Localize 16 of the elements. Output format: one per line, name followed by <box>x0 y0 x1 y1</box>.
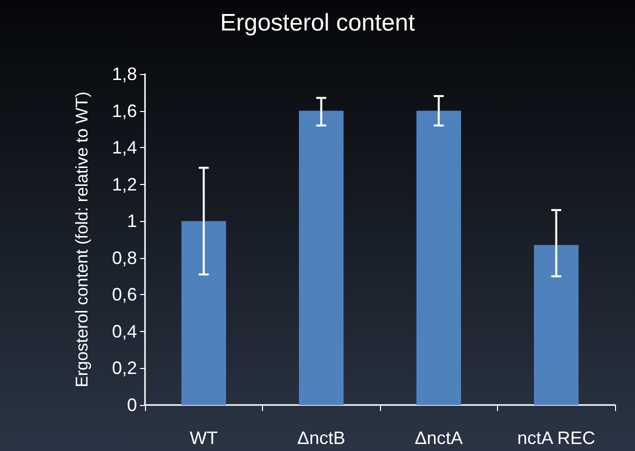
x-tick-label: ΔnctA <box>414 428 463 448</box>
y-tick-label: 1,2 <box>112 174 137 194</box>
x-tick-label: nctA REC <box>517 428 596 448</box>
y-tick-label: 1,8 <box>112 64 137 84</box>
y-tick-label: 0,6 <box>112 284 137 305</box>
y-tick-label: 1,6 <box>112 100 137 121</box>
y-tick-label: 1 <box>126 211 137 232</box>
y-tick-label: 0,4 <box>112 321 137 342</box>
y-axis-title: Ergosterol content (fold: relative to WT) <box>72 92 92 388</box>
chart-title: Ergosterol content <box>220 10 416 36</box>
y-tick-label: 0,8 <box>112 248 137 268</box>
y-tick-label: 1,4 <box>112 138 137 158</box>
y-tick-label: 0 <box>126 395 137 415</box>
y-tick-label: 0,2 <box>112 358 137 378</box>
x-tick-label: WT <box>190 428 218 448</box>
x-tick-label: ΔnctB <box>297 428 346 448</box>
